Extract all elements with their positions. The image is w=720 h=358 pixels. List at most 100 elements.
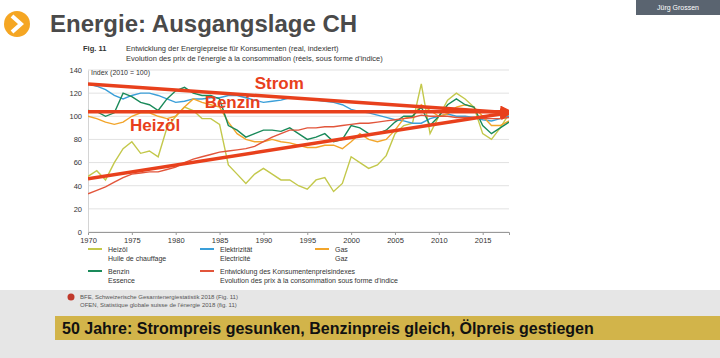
y-tick: 80 bbox=[74, 135, 88, 144]
x-axis-line bbox=[89, 233, 510, 236]
slide-title: Energie: Ausgangslage CH bbox=[50, 10, 357, 37]
y-tick-label: 60 bbox=[74, 158, 82, 167]
annotation-arrow bbox=[88, 113, 509, 179]
legend-item: Entwicklung des KonsumentenpreisindexesE… bbox=[200, 268, 398, 285]
y-tick: 120 bbox=[69, 89, 88, 98]
x-tick: 1985 bbox=[212, 232, 229, 245]
y-axis-line bbox=[88, 71, 89, 233]
legend-label-fr: Electricité bbox=[220, 255, 250, 262]
x-tick-label: 2010 bbox=[431, 236, 448, 245]
legend-label-fr: Evolution des prix à la consommation sou… bbox=[220, 277, 398, 285]
x-tick-mark bbox=[176, 232, 177, 235]
y-tick: 40 bbox=[74, 182, 88, 191]
x-tick-mark bbox=[132, 232, 133, 235]
figure-label: Fig. 11 bbox=[83, 44, 106, 53]
y-tick: 140 bbox=[69, 66, 88, 75]
icon bbox=[4, 11, 30, 37]
caption-text: 50 Jahre: Strompreis gesunken, Benzinpre… bbox=[62, 319, 594, 337]
slide: Energie: Ausgangslage CH Jürg Grossen Fig.… bbox=[0, 0, 720, 358]
series-line bbox=[88, 115, 509, 194]
legend-swatch bbox=[315, 248, 329, 250]
legend-label-fr: Huile de chauffage bbox=[108, 255, 166, 263]
y-tick-label: 100 bbox=[69, 112, 82, 121]
y-tick-label: 140 bbox=[69, 66, 82, 75]
annotation-label: Heizöl bbox=[130, 116, 180, 135]
y-tick: 60 bbox=[74, 158, 88, 167]
x-tick: 2010 bbox=[431, 232, 448, 245]
y-tick: 20 bbox=[74, 205, 88, 214]
speaker-thumbnail bbox=[636, 0, 720, 15]
x-tick-label: 2005 bbox=[387, 236, 404, 245]
x-tick-label: 2015 bbox=[475, 236, 492, 245]
x-tick-mark bbox=[307, 232, 308, 235]
caption-banner bbox=[55, 316, 720, 340]
legend-label: Benzin bbox=[108, 268, 130, 275]
legend-label: Entwicklung des Konsumentenpreisindexes bbox=[220, 268, 356, 276]
x-tick-mark bbox=[395, 232, 396, 235]
x-tick: 1970 bbox=[80, 232, 97, 245]
legend-swatch bbox=[88, 270, 102, 272]
y-tick-label: 40 bbox=[74, 182, 82, 191]
y-axis: 0 20 40 60 80 100 120 140 bbox=[69, 66, 88, 237]
icon-chevron bbox=[12, 16, 21, 32]
x-tick: 2000 bbox=[343, 232, 360, 245]
x-tick: 1980 bbox=[168, 232, 185, 245]
legend-label: Elektrizität bbox=[220, 246, 252, 253]
grid bbox=[88, 70, 509, 232]
grid-line bbox=[88, 208, 509, 209]
x-tick-mark bbox=[263, 232, 264, 235]
y-tick: 0 bbox=[78, 228, 88, 237]
y-tick-label: 120 bbox=[69, 89, 82, 98]
legend-label-fr: Gaz bbox=[335, 255, 348, 262]
legend-swatch bbox=[88, 248, 102, 250]
x-tick: 2015 bbox=[475, 232, 492, 245]
legend-item: Elektrizität Electricité bbox=[200, 246, 252, 262]
legend-item: Benzin Essence bbox=[88, 268, 135, 284]
source-icon bbox=[68, 294, 75, 301]
plot-area bbox=[88, 84, 509, 194]
y-tick-label: 20 bbox=[74, 205, 82, 214]
footer-band bbox=[0, 290, 720, 358]
x-tick-mark bbox=[220, 232, 221, 235]
grid-line bbox=[88, 70, 509, 71]
x-tick-label: 1995 bbox=[299, 236, 316, 245]
annotation-label: Strom bbox=[255, 74, 304, 93]
annotation-arrow bbox=[88, 110, 509, 114]
series-line bbox=[88, 84, 509, 192]
source-text: OFEN, Statistique globale suisse de l'én… bbox=[80, 302, 237, 308]
x-tick-label: 1970 bbox=[80, 236, 97, 245]
legend-label-fr: Essence bbox=[108, 277, 135, 284]
legend-swatch bbox=[200, 270, 214, 272]
x-tick: 1990 bbox=[256, 232, 273, 245]
legend-item: HeizölHuile de chauffage bbox=[88, 246, 166, 263]
legend-swatch bbox=[200, 248, 214, 250]
y-tick-label: 0 bbox=[78, 228, 82, 237]
y-label: Index (2010 = 100) bbox=[91, 69, 150, 77]
chart-subtitle: Evolution des prix de l'énergie à la con… bbox=[126, 54, 383, 63]
x-tick-label: 1980 bbox=[168, 236, 185, 245]
series-line bbox=[88, 87, 509, 141]
x-tick-mark bbox=[351, 232, 352, 235]
x-tick: 2005 bbox=[387, 232, 404, 245]
y-tick-label: 80 bbox=[74, 135, 82, 144]
legend-label: Gas bbox=[335, 246, 348, 253]
grid-line bbox=[88, 139, 509, 140]
legend: HeizölHuile de chauffage Elektrizität Elec… bbox=[88, 246, 398, 285]
background bbox=[0, 0, 720, 358]
legend-item: Gas Gaz bbox=[315, 246, 348, 262]
x-tick-mark bbox=[483, 232, 484, 235]
x-axis: 1970 1975 1980 1985 1990 1995 2000 2005 2010 2015 bbox=[80, 232, 509, 245]
speaker-name: Jürg Grossen bbox=[657, 4, 699, 12]
x-tick-mark bbox=[439, 232, 440, 235]
x-tick-label: 1985 bbox=[212, 236, 229, 245]
y-tick: 100 bbox=[69, 112, 88, 121]
grid-line bbox=[88, 162, 509, 163]
x-tick-label: 1990 bbox=[256, 236, 273, 245]
source-text: BFE, Schweizerische Gesamtenergiestatist… bbox=[80, 294, 238, 300]
annotations: StromBenzin Heizöl bbox=[130, 74, 304, 136]
annotation-label: Benzin bbox=[205, 93, 261, 112]
x-tick-label: 2000 bbox=[343, 236, 360, 245]
x-tick-label: 1975 bbox=[124, 236, 141, 245]
x-tick: 1975 bbox=[124, 232, 141, 245]
chart-title: Entwicklung der Energiepreise für Konsum… bbox=[126, 44, 339, 53]
